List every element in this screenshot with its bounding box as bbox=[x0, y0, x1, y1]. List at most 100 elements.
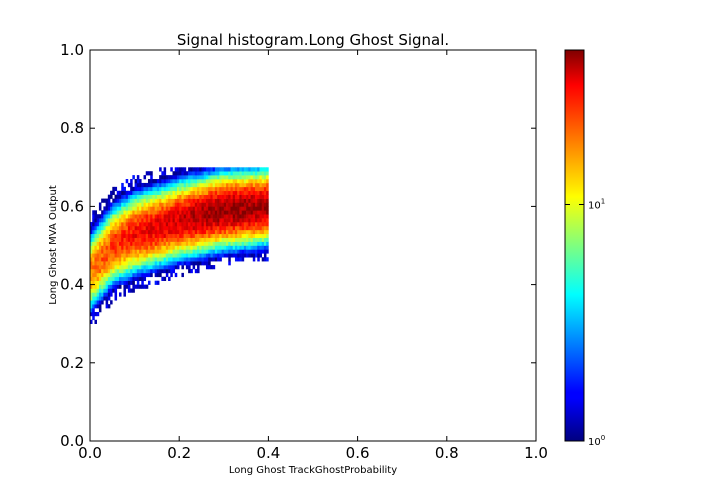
heatmap-cell bbox=[241, 214, 245, 219]
heatmap-cell bbox=[161, 241, 164, 246]
heatmap-cell bbox=[228, 225, 231, 231]
heatmap-cell bbox=[185, 202, 189, 207]
heatmap-cell bbox=[147, 222, 151, 227]
heatmap-cell bbox=[219, 186, 222, 192]
heatmap-cell bbox=[114, 272, 118, 278]
heatmap-cell bbox=[221, 253, 225, 258]
heatmap-cell bbox=[214, 167, 218, 172]
heatmap-cell bbox=[165, 272, 169, 278]
heatmap-cell bbox=[147, 272, 151, 278]
heatmap-cell bbox=[143, 272, 147, 278]
heatmap-cell bbox=[154, 202, 158, 207]
heatmap-cell bbox=[107, 245, 111, 250]
heatmap-cell bbox=[243, 202, 247, 207]
heatmap-cell bbox=[105, 288, 109, 293]
heatmap-cell bbox=[199, 175, 202, 180]
heatmap-cell bbox=[118, 249, 122, 254]
heatmap-cell bbox=[208, 245, 211, 250]
heatmap-cell bbox=[110, 190, 113, 195]
heatmap-cell bbox=[221, 225, 225, 231]
heatmap-cell bbox=[110, 268, 113, 274]
heatmap-cell bbox=[203, 206, 207, 211]
heatmap-cell bbox=[125, 229, 129, 235]
heatmap-cell bbox=[197, 265, 200, 270]
heatmap-cell bbox=[165, 186, 169, 192]
heatmap-cell bbox=[243, 198, 247, 203]
heatmap-cell bbox=[185, 241, 189, 246]
heatmap-cell bbox=[90, 280, 93, 285]
heatmap-cell bbox=[98, 237, 102, 242]
heatmap-cell bbox=[208, 206, 211, 211]
heatmap-cell bbox=[94, 237, 97, 242]
heatmap-cell bbox=[92, 222, 95, 227]
heatmap-cell bbox=[212, 249, 216, 254]
heatmap-cell bbox=[134, 202, 138, 207]
heatmap-cell bbox=[170, 229, 173, 235]
heatmap-cell bbox=[250, 218, 254, 223]
heatmap-cell bbox=[172, 175, 176, 180]
heatmap-cell bbox=[123, 202, 126, 207]
heatmap-cell bbox=[118, 257, 122, 262]
heatmap-cell bbox=[179, 190, 182, 195]
heatmap-cell bbox=[165, 257, 169, 262]
heatmap-cell bbox=[223, 218, 227, 223]
heatmap-cell bbox=[170, 194, 173, 199]
heatmap-cell bbox=[212, 214, 216, 219]
heatmap-cell bbox=[118, 241, 122, 246]
heatmap-cell bbox=[250, 182, 254, 188]
heatmap-cell bbox=[261, 249, 265, 254]
heatmap-cell bbox=[112, 253, 115, 258]
heatmap-cell bbox=[123, 292, 126, 297]
heatmap-cell bbox=[136, 253, 140, 258]
heatmap-cell bbox=[132, 198, 135, 203]
heatmap-cell bbox=[210, 222, 213, 227]
heatmap-cell bbox=[136, 241, 140, 246]
heatmap-cell bbox=[127, 210, 131, 215]
heatmap-cell bbox=[208, 171, 211, 176]
heatmap-cell bbox=[261, 198, 265, 203]
heatmap-cell bbox=[259, 179, 263, 184]
heatmap-cell bbox=[219, 218, 222, 223]
heatmap-cell bbox=[223, 190, 227, 195]
colorbar-tick-label: 100 bbox=[588, 434, 605, 448]
heatmap-cell bbox=[107, 202, 111, 207]
heatmap-cell bbox=[123, 272, 126, 278]
heatmap-cell bbox=[94, 222, 97, 227]
heatmap-cell bbox=[246, 171, 249, 176]
heatmap-cell bbox=[143, 284, 147, 289]
heatmap-cell bbox=[214, 237, 218, 242]
heatmap-cell bbox=[163, 218, 167, 223]
heatmap-cell bbox=[114, 257, 118, 262]
heatmap-cell bbox=[116, 249, 120, 254]
heatmap-cell bbox=[210, 265, 213, 270]
heatmap-cell bbox=[168, 206, 171, 211]
heatmap-cell bbox=[90, 292, 93, 297]
heatmap-cell bbox=[205, 206, 209, 211]
heatmap-cell bbox=[234, 182, 238, 188]
heatmap-cell bbox=[210, 214, 213, 219]
heatmap-cell bbox=[143, 214, 147, 219]
heatmap-cell bbox=[223, 194, 227, 199]
heatmap-cell bbox=[170, 198, 173, 203]
heatmap-cell bbox=[116, 265, 120, 270]
heatmap-cell bbox=[266, 241, 269, 246]
heatmap-cell bbox=[188, 225, 191, 231]
heatmap-cell bbox=[127, 190, 131, 195]
heatmap-cell bbox=[101, 214, 104, 219]
heatmap-cell bbox=[250, 175, 254, 180]
heatmap-cell bbox=[221, 206, 225, 211]
heatmap-cell bbox=[172, 171, 176, 176]
heatmap-cell bbox=[183, 253, 187, 258]
heatmap-cell bbox=[147, 237, 151, 242]
y-axis-label: Long Ghost MVA Output bbox=[48, 185, 59, 305]
heatmap-cell bbox=[179, 186, 182, 192]
heatmap-cell bbox=[188, 179, 191, 184]
heatmap-cell bbox=[176, 167, 180, 172]
heatmap-cell bbox=[257, 210, 260, 215]
heatmap-cell bbox=[248, 194, 251, 199]
heatmap-cell bbox=[161, 265, 164, 270]
heatmap-cell bbox=[141, 280, 144, 285]
heatmap-cell bbox=[201, 202, 205, 207]
heatmap-cell bbox=[96, 304, 100, 309]
heatmap-cell bbox=[199, 198, 202, 203]
